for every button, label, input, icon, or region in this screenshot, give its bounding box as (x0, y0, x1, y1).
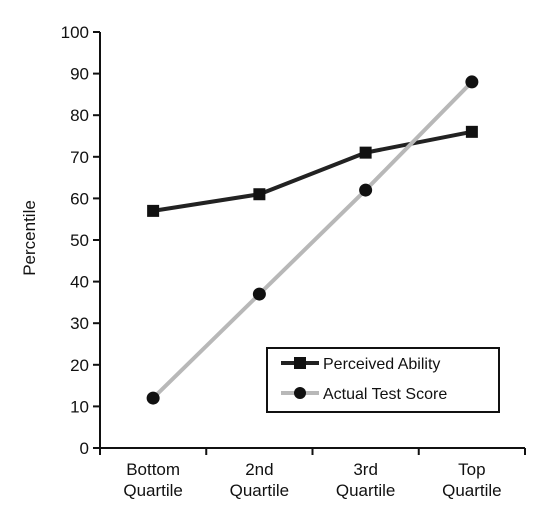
x-category-label: Bottom (126, 460, 180, 479)
x-category-label: 2nd (245, 460, 273, 479)
actual-test-score-point (359, 183, 373, 197)
actual-test-score-line (151, 79, 474, 401)
x-category-label: 3rd (353, 460, 378, 479)
perceived-ability-point (359, 146, 372, 159)
y-axis-title: Percentile (20, 200, 39, 276)
perceived-ability-point (253, 188, 266, 201)
legend-actual-label: Actual Test Score (323, 386, 447, 403)
x-category-label: Quartile (336, 481, 396, 500)
perceived-ability-line (151, 129, 474, 213)
y-tick-label: 20 (70, 356, 89, 375)
y-tick-label: 10 (70, 397, 89, 416)
actual-test-score-point (465, 75, 479, 89)
y-tick-label: 80 (70, 106, 89, 125)
x-category-label: Quartile (123, 481, 183, 500)
plot-area: 0 10 20 30 40 50 60 70 80 90 100 Bottom Quartile 2nd Q… (61, 23, 526, 500)
x-category-label: Quartile (442, 481, 502, 500)
x-category-label: Quartile (230, 481, 290, 500)
y-tick-label: 40 (70, 273, 89, 292)
perceived-ability-point (147, 204, 160, 217)
y-tick-label: 30 (70, 314, 89, 333)
y-tick-label: 0 (80, 439, 89, 458)
y-tick-label: 100 (61, 23, 89, 42)
legend: Perceived Ability Actual Test Score (266, 347, 500, 413)
y-tick-label: 50 (70, 231, 89, 250)
y-tick-label: 90 (70, 65, 89, 84)
actual-test-score-point (146, 391, 160, 405)
legend-perceived-marker (294, 357, 306, 369)
legend-actual-marker (294, 387, 306, 399)
y-tick-label: 60 (70, 189, 89, 208)
legend-perceived-label: Perceived Ability (323, 356, 440, 373)
x-category-label: Top (458, 460, 485, 479)
y-tick-label: 70 (70, 148, 89, 167)
perceived-ability-point (465, 125, 478, 138)
actual-test-score-point (252, 287, 266, 301)
